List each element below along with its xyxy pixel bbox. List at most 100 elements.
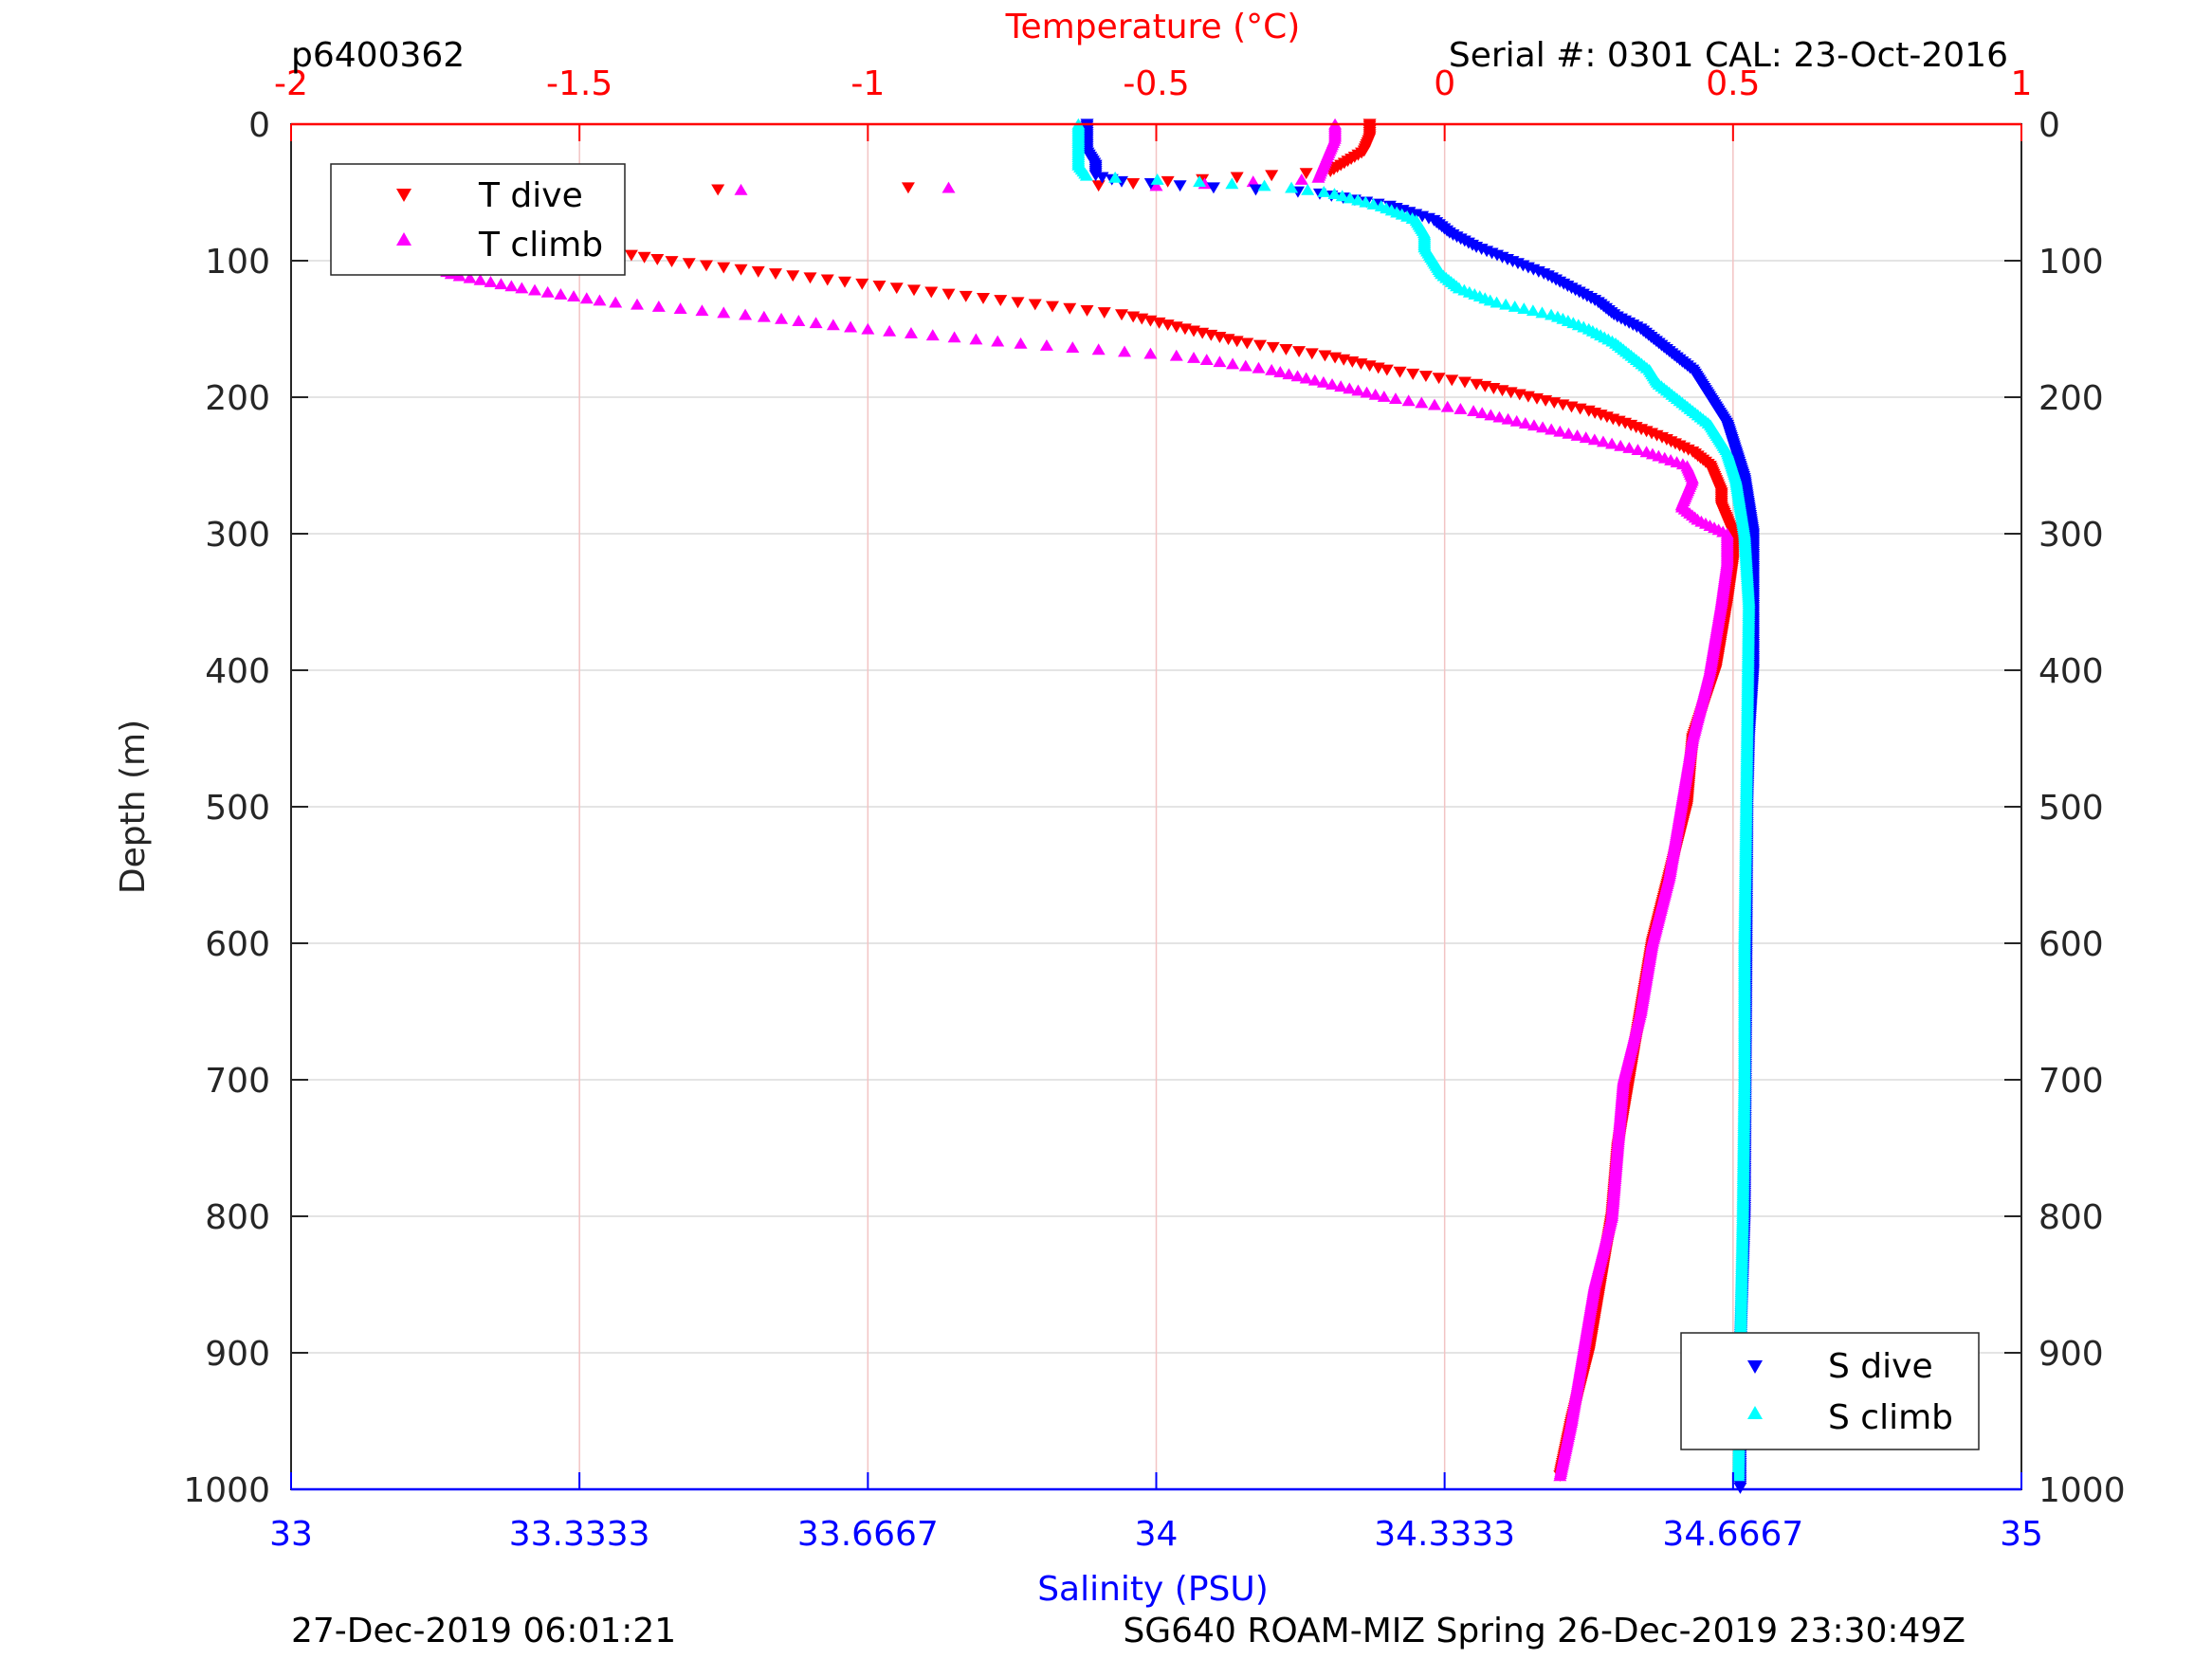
depth-tick-label-left: 800	[205, 1198, 270, 1237]
depth-tick-label-left: 900	[205, 1335, 270, 1374]
depth-tick-label-left: 100	[205, 243, 270, 282]
s-dive-legend-marker	[1747, 1360, 1763, 1374]
depth-tick-label-left: 700	[205, 1062, 270, 1101]
t-climb-point	[947, 331, 961, 343]
t-climb-point	[494, 278, 508, 290]
s-dive-point	[1173, 180, 1187, 192]
t-climb-point	[1169, 349, 1183, 361]
t-dive-point	[977, 293, 990, 304]
t-dive-point	[1011, 297, 1025, 309]
t-climb-point	[528, 283, 542, 296]
t-climb-point	[925, 329, 940, 341]
depth-tick-label-right: 200	[2038, 379, 2104, 418]
t-climb-legend-marker	[396, 232, 411, 246]
t-climb-point	[1475, 407, 1490, 419]
s-dive-point	[1206, 182, 1220, 194]
s-climb-legend-label: S climb	[1828, 1398, 1953, 1437]
t-climb-point	[904, 327, 918, 338]
temperature-tick-label: -2	[274, 64, 308, 103]
t-dive-point	[1230, 172, 1244, 184]
t-dive-point	[1457, 376, 1472, 389]
t-dive-point	[700, 260, 713, 272]
t-climb-point	[1587, 433, 1601, 446]
t-climb-point	[1343, 382, 1357, 394]
s-climb-legend-marker	[1747, 1406, 1763, 1419]
t-dive-point	[1292, 346, 1307, 358]
t-dive-point	[941, 288, 956, 301]
temperature-axis-label: Temperature (°C)	[1005, 8, 1301, 46]
footer-caption: SG640 ROAM-MIZ Spring 26-Dec-2019 23:30:…	[1123, 1612, 1965, 1650]
t-dive-point	[994, 295, 1008, 307]
profile-id: p6400362	[291, 36, 465, 75]
depth-tick-label-right: 1000	[2038, 1471, 2126, 1510]
t-climb-point	[1501, 412, 1515, 425]
s-climb-point	[1359, 195, 1373, 208]
t-dive-point	[637, 251, 651, 264]
t-climb-point	[1368, 388, 1382, 400]
t-dive-point	[1240, 337, 1254, 350]
t-dive-point	[1097, 307, 1111, 319]
temperature-legend-box	[330, 163, 626, 276]
s-climb-point	[1327, 188, 1342, 200]
t-dive-point	[1380, 364, 1394, 376]
t-dive-point	[1265, 170, 1279, 182]
t-climb-point	[631, 298, 644, 310]
t-climb-point	[695, 304, 709, 317]
t-climb-point	[1351, 384, 1365, 396]
t-climb-point	[1631, 444, 1645, 456]
s-climb-point	[1150, 173, 1164, 185]
t-climb-point	[1428, 398, 1442, 410]
s-climb-point	[1517, 302, 1531, 314]
footer-timestamp: 27-Dec-2019 06:01:21	[291, 1612, 676, 1650]
s-climb-point	[1351, 193, 1365, 206]
t-dive-point	[1318, 350, 1332, 362]
depth-tick-label-right: 900	[2038, 1335, 2104, 1374]
t-climb-point	[1415, 396, 1429, 409]
t-climb-point	[1143, 347, 1158, 359]
t-climb-point	[1213, 356, 1227, 368]
t-dive-point	[1080, 304, 1094, 317]
depth-tick-label-left: 400	[205, 652, 270, 691]
salinity-tick-label: 34.6667	[1662, 1515, 1803, 1554]
depth-tick-label-left: 600	[205, 925, 270, 964]
t-dive-point	[786, 270, 800, 283]
s-climb-point	[1193, 175, 1207, 188]
t-climb-point	[734, 183, 748, 195]
temperature-tick-label: -1	[850, 64, 885, 103]
t-climb-point	[1377, 390, 1391, 402]
t-climb-point	[1596, 435, 1610, 447]
t-climb-point	[1118, 345, 1132, 357]
depth-tick-label-right: 100	[2038, 243, 2104, 282]
t-climb-point	[1226, 357, 1240, 370]
t-climb-point	[883, 324, 897, 337]
t-dive-point	[1115, 309, 1128, 321]
serial-cal-info: Serial #: 0301 CAL: 23-Oct-2016	[1449, 36, 2008, 75]
t-dive-point	[751, 265, 765, 278]
t-climb-point	[826, 319, 840, 331]
t-climb-point	[991, 335, 1005, 347]
temperature-legend: T dive T climb	[330, 163, 626, 276]
t-climb-point	[1553, 425, 1567, 437]
temperature-tick-label: 1	[2011, 64, 2033, 103]
depth-tick-label-right: 500	[2038, 789, 2104, 828]
s-climb-point	[1335, 190, 1349, 202]
t-climb-point	[1334, 380, 1348, 392]
s-climb-point	[1257, 179, 1271, 191]
t-dive-point	[803, 272, 817, 284]
t-climb-point	[673, 302, 687, 314]
t-climb-point	[1388, 392, 1402, 405]
t-dive-point	[1091, 180, 1106, 192]
s-climb-point	[1366, 197, 1380, 210]
s-climb-point	[1108, 171, 1123, 183]
t-climb-point	[1265, 363, 1279, 375]
t-climb-point-group	[400, 118, 1734, 1482]
s-dive-legend-label: S dive	[1828, 1347, 1933, 1386]
t-climb-point	[1299, 372, 1313, 384]
t-dive-point	[717, 262, 731, 274]
depth-tick-label-right: 700	[2038, 1062, 2104, 1101]
t-dive-point	[889, 283, 904, 295]
t-climb-point	[504, 280, 519, 292]
t-climb-point	[1290, 370, 1305, 382]
temperature-tick-label: 0	[1434, 64, 1455, 103]
